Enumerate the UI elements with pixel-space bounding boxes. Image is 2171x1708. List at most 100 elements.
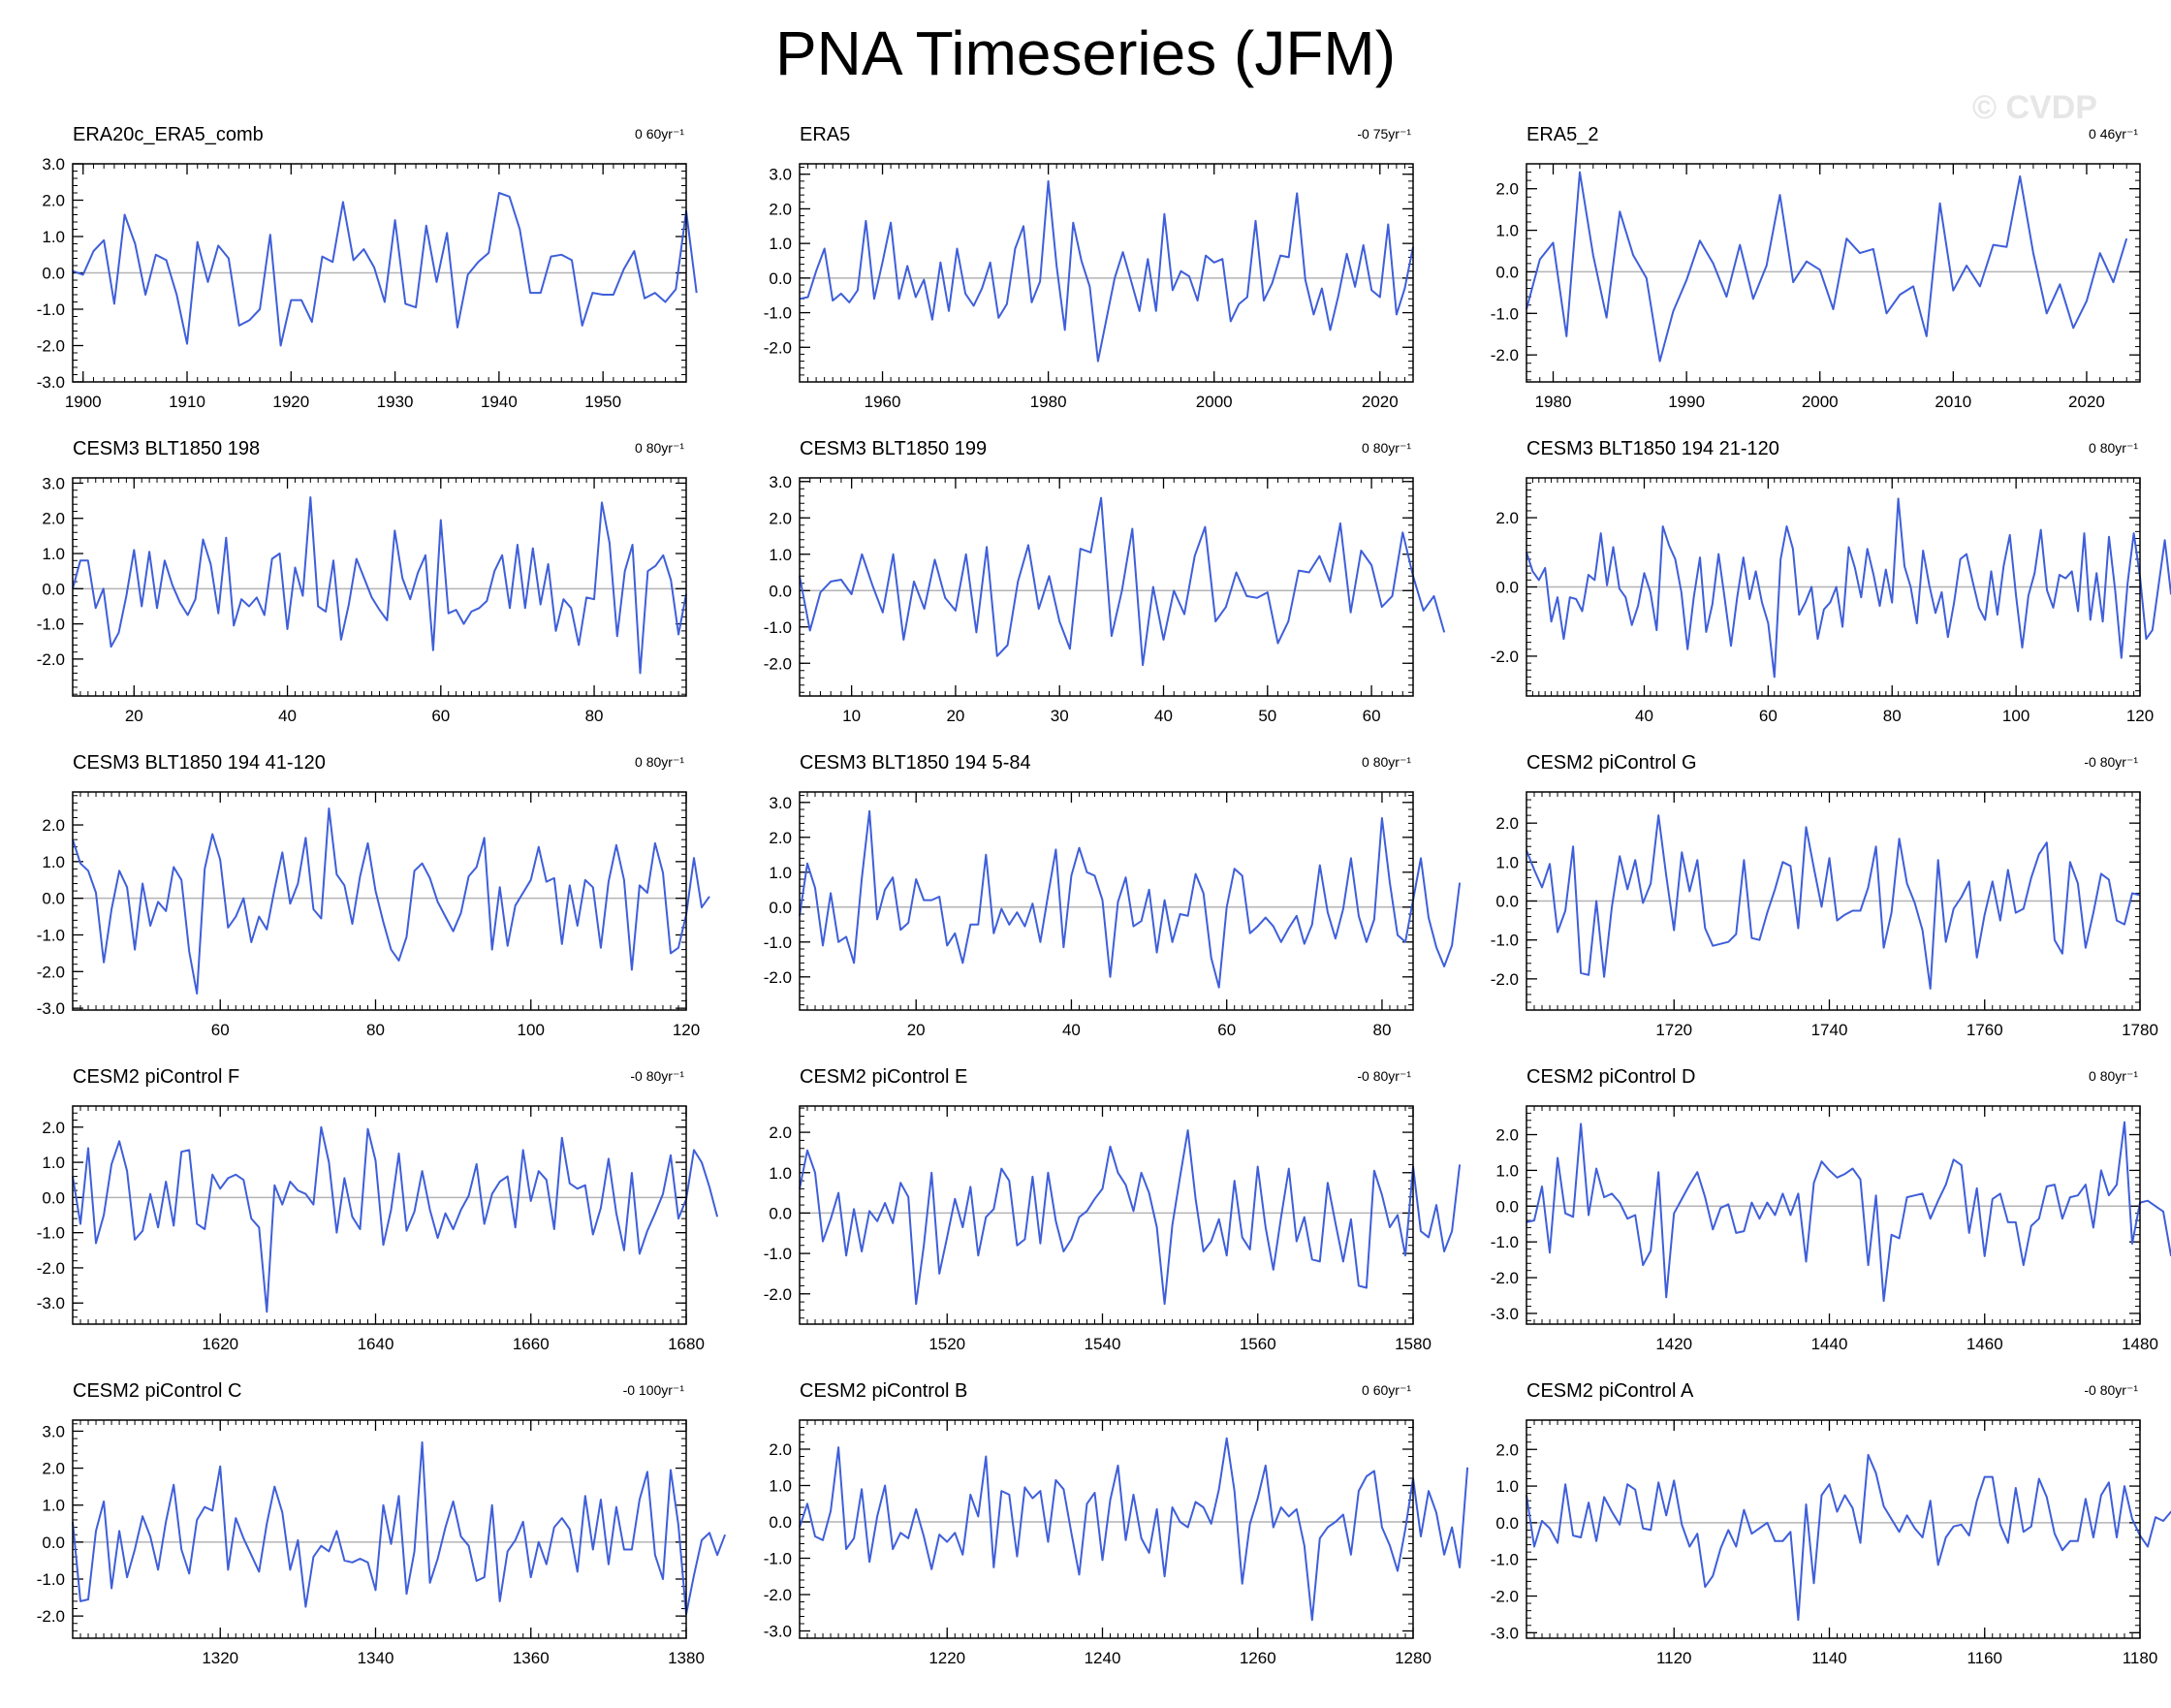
y-tick-label: 0.0 [1495, 893, 1519, 911]
series-line [799, 809, 1462, 989]
x-tick-label: 1760 [1966, 1021, 2003, 1039]
x-tick-label: 2000 [1802, 393, 1839, 411]
plot-frame [72, 477, 687, 697]
trend-label: -0 80yr⁻¹ [1357, 1068, 1411, 1084]
panel-title: CESM3 BLT1850 199 [800, 438, 987, 459]
x-tick-label: 1460 [1966, 1335, 2003, 1353]
panel-5: CESM3 BLT1850 194 21-120 0 80yr⁻¹ 40 60 80 10… [1491, 438, 2171, 725]
y-tick-label: -3.0 [37, 999, 65, 1018]
y-tick-label: -3.0 [37, 373, 65, 392]
y-tick-label: 2.0 [769, 1440, 792, 1459]
x-tick-label: 60 [211, 1021, 230, 1039]
x-tick-label: 1930 [377, 393, 414, 411]
panel-title: CESM3 BLT1850 194 21-120 [1526, 438, 1779, 459]
x-tick-label: 40 [1062, 1021, 1081, 1039]
y-tick-label: -1.0 [764, 933, 792, 952]
x-tick-label: 1980 [1030, 393, 1067, 411]
x-tick-label: 1920 [272, 393, 309, 411]
panel-title: CESM2 piControl D [1526, 1066, 1696, 1088]
y-tick-label: 0.0 [1495, 263, 1519, 281]
y-tick-label: 0.0 [769, 1204, 792, 1222]
x-tick-label: 1380 [668, 1649, 705, 1667]
y-tick-label: 2.0 [42, 192, 65, 210]
trend-label: 0 80yr⁻¹ [1362, 440, 1411, 456]
plot-frame [1526, 791, 2141, 1011]
y-tick-label: 2.0 [1495, 1440, 1519, 1459]
y-tick-label: -2.0 [37, 963, 65, 981]
x-tick-label: 60 [1759, 707, 1778, 725]
y-tick-label: 3.0 [42, 155, 65, 174]
panel-11: CESM2 piControl D 0 80yr⁻¹ 1420 1440 1460 148… [1491, 1066, 2171, 1353]
x-tick-label: 120 [2126, 707, 2154, 725]
x-tick-label: 1580 [1395, 1335, 1432, 1353]
y-tick-label: 0.0 [1495, 579, 1519, 597]
x-tick-label: 1420 [1655, 1335, 1692, 1353]
panel-title: CESM2 piControl E [800, 1066, 967, 1088]
y-tick-label: 1.0 [1495, 1161, 1519, 1180]
plot-frame [72, 791, 687, 1011]
y-tick-label: 3.0 [769, 473, 792, 491]
x-tick-label: 1440 [1811, 1335, 1848, 1353]
series-line [1526, 814, 2141, 990]
panel-9: CESM2 piControl F -0 80yr⁻¹ 1620 1640 1660 16… [37, 1066, 719, 1353]
y-tick-label: 0.0 [769, 582, 792, 600]
x-tick-label: 1740 [1811, 1021, 1848, 1039]
y-tick-label: 2.0 [42, 1119, 65, 1137]
y-tick-label: -2.0 [764, 1285, 792, 1304]
panel-7: CESM3 BLT1850 194 5-84 0 80yr⁻¹ 20 40 60 80 3.… [764, 752, 1462, 1039]
trend-label: -0 80yr⁻¹ [2084, 754, 2138, 770]
x-tick-label: 1560 [1240, 1335, 1276, 1353]
y-tick-label: -2.0 [1491, 648, 1519, 666]
x-tick-label: 40 [1154, 707, 1173, 725]
y-tick-label: 2.0 [1495, 1126, 1519, 1145]
panel-13: CESM2 piControl B 0 60yr⁻¹ 1220 1240 1260 128… [764, 1380, 1469, 1667]
y-tick-label: 0.0 [42, 265, 65, 283]
x-tick-label: 20 [907, 1021, 926, 1039]
panel-title: CESM3 BLT1850 194 5-84 [800, 752, 1031, 774]
x-tick-label: 1780 [2122, 1021, 2158, 1039]
series-line [72, 1125, 719, 1313]
panel-0: ERA20c_ERA5_comb 0 60yr⁻¹ 1900 1910 1920 1930… [37, 124, 698, 411]
x-tick-label: 1360 [513, 1649, 550, 1667]
series-line [799, 1129, 1462, 1306]
plot-frame [72, 163, 687, 383]
y-tick-label: 1.0 [1495, 853, 1519, 871]
y-tick-label: -1.0 [1491, 304, 1519, 323]
plot-frame [72, 1105, 687, 1325]
series-line [1526, 1453, 2171, 1622]
panel-title: CESM2 piControl G [1526, 752, 1697, 774]
y-tick-label: 2.0 [42, 1460, 65, 1478]
x-tick-label: 60 [431, 707, 450, 725]
series-line [1526, 497, 2171, 679]
y-tick-label: -2.0 [37, 650, 65, 669]
trend-label: 0 80yr⁻¹ [2089, 1068, 2138, 1084]
series-line [1526, 1121, 2171, 1302]
x-tick-label: 100 [518, 1021, 545, 1039]
y-tick-label: -1.0 [764, 1245, 792, 1263]
y-tick-label: -2.0 [764, 1586, 792, 1604]
y-tick-label: 1.0 [42, 1497, 65, 1515]
y-tick-label: -2.0 [1491, 970, 1519, 989]
x-tick-label: 1140 [1811, 1649, 1847, 1667]
y-tick-label: 2.0 [1495, 180, 1519, 199]
y-tick-label: 1.0 [769, 1164, 792, 1183]
y-tick-label: 0.0 [42, 1188, 65, 1207]
y-tick-label: -1.0 [1491, 1551, 1519, 1569]
x-tick-label: 1120 [1656, 1649, 1692, 1667]
y-tick-label: 0.0 [1495, 1197, 1519, 1216]
y-tick-label: 2.0 [769, 509, 792, 527]
y-tick-label: 0.0 [42, 890, 65, 908]
panel-6: CESM3 BLT1850 194 41-120 0 80yr⁻¹ 60 80 100 1… [37, 752, 710, 1039]
x-tick-label: 1260 [1240, 1649, 1276, 1667]
y-tick-label: 1.0 [42, 1154, 65, 1172]
trend-label: -0 80yr⁻¹ [630, 1068, 684, 1084]
plot-frame [799, 477, 1414, 697]
y-tick-label: 2.0 [1495, 814, 1519, 833]
watermark: © CVDP [1972, 89, 2097, 126]
x-tick-label: 40 [278, 707, 297, 725]
x-tick-label: 80 [366, 1021, 385, 1039]
panel-title: CESM2 piControl B [800, 1380, 967, 1402]
x-tick-label: 1320 [202, 1649, 238, 1667]
x-tick-label: 1980 [1535, 393, 1572, 411]
trend-label: 0 80yr⁻¹ [635, 440, 684, 456]
